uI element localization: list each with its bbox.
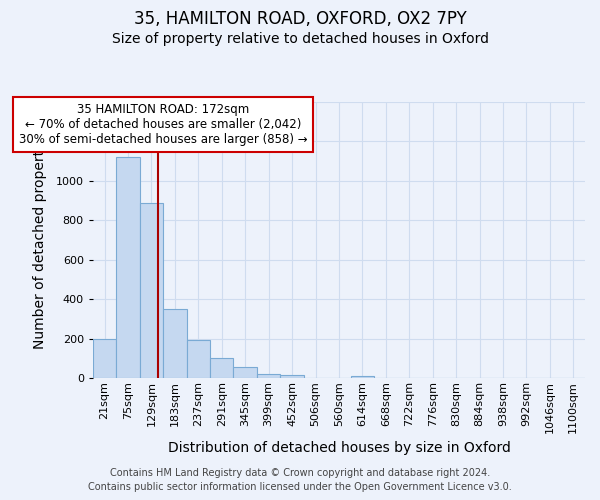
Text: Contains HM Land Registry data © Crown copyright and database right 2024.
Contai: Contains HM Land Registry data © Crown c… bbox=[88, 468, 512, 492]
Bar bbox=[210, 358, 233, 378]
Bar bbox=[350, 376, 374, 378]
Bar bbox=[163, 309, 187, 378]
Bar bbox=[116, 157, 140, 378]
X-axis label: Distribution of detached houses by size in Oxford: Distribution of detached houses by size … bbox=[167, 441, 511, 455]
Bar bbox=[140, 202, 163, 378]
Text: 35 HAMILTON ROAD: 172sqm
← 70% of detached houses are smaller (2,042)
30% of sem: 35 HAMILTON ROAD: 172sqm ← 70% of detach… bbox=[19, 103, 307, 146]
Bar bbox=[280, 376, 304, 378]
Bar bbox=[233, 367, 257, 378]
Text: Size of property relative to detached houses in Oxford: Size of property relative to detached ho… bbox=[112, 32, 488, 46]
Bar bbox=[93, 338, 116, 378]
Bar bbox=[257, 374, 280, 378]
Text: 35, HAMILTON ROAD, OXFORD, OX2 7PY: 35, HAMILTON ROAD, OXFORD, OX2 7PY bbox=[134, 10, 466, 28]
Y-axis label: Number of detached properties: Number of detached properties bbox=[34, 130, 47, 350]
Bar bbox=[187, 340, 210, 378]
